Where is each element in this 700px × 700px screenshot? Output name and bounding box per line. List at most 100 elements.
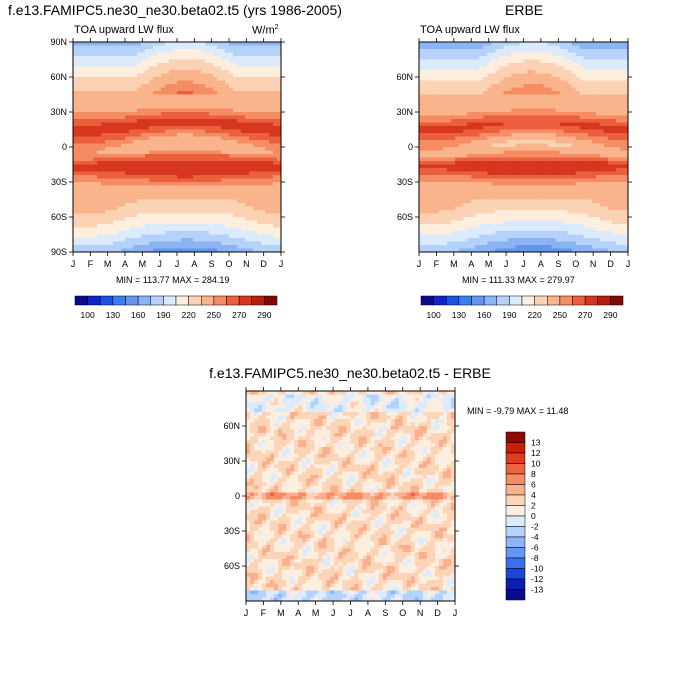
heatmap-cell [547, 161, 553, 166]
heatmap-cell [487, 98, 492, 103]
heatmap-cell [467, 87, 472, 92]
heatmap-cell [273, 66, 278, 71]
heatmap-cell [459, 70, 464, 75]
heatmap-cell [423, 143, 428, 148]
heatmap-cell [133, 105, 138, 110]
heatmap-cell [97, 129, 102, 134]
heatmap-cell [503, 122, 509, 127]
heatmap-cell [77, 133, 82, 138]
heatmap-cell [185, 227, 190, 232]
heatmap-cell [527, 42, 533, 47]
heatmap-cell [419, 115, 424, 120]
heatmap-cell [213, 122, 218, 127]
heatmap-cell [535, 59, 541, 64]
heatmap-cell [221, 66, 226, 71]
heatmap-cell [85, 192, 90, 197]
heatmap-cell [81, 220, 86, 225]
heatmap-cell [427, 119, 432, 124]
heatmap-cell [623, 140, 628, 145]
heatmap-cell [535, 91, 541, 96]
heatmap-cell [623, 63, 628, 68]
heatmap-cell [531, 154, 537, 159]
heatmap-cell [109, 227, 114, 232]
heatmap-cell [221, 154, 226, 159]
heatmap-cell [527, 115, 533, 120]
heatmap-cell [245, 73, 250, 78]
heatmap-cell [209, 133, 214, 138]
heatmap-cell [145, 234, 150, 239]
heatmap-cell [101, 220, 106, 225]
heatmap-cell [201, 115, 206, 120]
heatmap-cell [603, 126, 609, 131]
heatmap-cell [607, 63, 613, 68]
heatmap-cell [277, 126, 281, 131]
heatmap-cell [73, 91, 78, 96]
heatmap-cell [145, 164, 150, 169]
heatmap-cell [229, 161, 234, 166]
heatmap-cell [277, 161, 281, 166]
heatmap-cell [591, 56, 597, 61]
heatmap-cell [527, 126, 533, 131]
heatmap-cell [181, 98, 186, 103]
heatmap-cell [113, 136, 118, 141]
heatmap-cell [273, 154, 278, 159]
heatmap-cell [447, 122, 452, 127]
heatmap-cell [141, 77, 146, 82]
heatmap-cell [205, 73, 210, 78]
heatmap-cell [559, 122, 565, 127]
heatmap-cell [523, 101, 529, 106]
heatmap-cell [507, 91, 513, 96]
heatmap-cell [503, 91, 509, 96]
heatmap-cell [265, 245, 270, 250]
heatmap-cell [153, 42, 158, 47]
heatmap-cell [165, 147, 170, 152]
heatmap-cell [623, 98, 628, 103]
heatmap-cell [427, 133, 432, 138]
heatmap-cell [149, 206, 154, 211]
heatmap-cell [567, 42, 573, 47]
heatmap-cell [595, 150, 601, 155]
heatmap-cell [611, 42, 617, 47]
heatmap-cell [209, 178, 214, 183]
heatmap-cell [439, 112, 444, 117]
heatmap-cell [141, 73, 146, 78]
heatmap-cell [249, 234, 254, 239]
heatmap-cell [129, 147, 134, 152]
heatmap-cell [169, 175, 174, 180]
heatmap-cell [511, 45, 517, 50]
heatmap-cell [543, 108, 549, 113]
heatmap-cell [213, 105, 218, 110]
heatmap-cell [507, 52, 513, 57]
heatmap-cell [547, 94, 553, 99]
heatmap-cell [547, 164, 553, 169]
heatmap-cell [583, 73, 589, 78]
heatmap-cell [97, 140, 102, 145]
heatmap-cell [567, 84, 573, 89]
heatmap-cell [599, 101, 605, 106]
heatmap-cell [157, 98, 162, 103]
heatmap-cell [603, 140, 609, 145]
heatmap-cell [523, 126, 529, 131]
heatmap-cell [249, 224, 254, 229]
heatmap-cell [209, 203, 214, 208]
heatmap-cell [161, 238, 166, 243]
heatmap-cell [213, 178, 218, 183]
heatmap-cell [491, 122, 496, 127]
heatmap-cell [117, 210, 122, 215]
heatmap-cell [551, 56, 557, 61]
heatmap-cell [213, 213, 218, 218]
heatmap-cell [73, 231, 78, 236]
heatmap-cell [173, 150, 178, 155]
heatmap-cell [73, 112, 78, 117]
heatmap-cell [237, 210, 242, 215]
heatmap-cell [615, 45, 621, 50]
heatmap-cell [89, 84, 94, 89]
heatmap-cell [439, 59, 444, 64]
heatmap-cell [241, 161, 246, 166]
heatmap-cell [575, 154, 581, 159]
heatmap-cell [193, 112, 198, 117]
heatmap-cell [173, 171, 178, 176]
heatmap-cell [125, 199, 130, 204]
heatmap-cell [189, 234, 194, 239]
heatmap-cell [237, 182, 242, 187]
